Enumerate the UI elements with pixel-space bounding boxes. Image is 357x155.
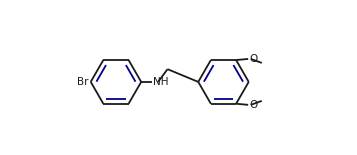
Text: O: O [249, 100, 257, 110]
Text: O: O [249, 54, 257, 64]
Text: Br: Br [77, 77, 89, 87]
Text: NH: NH [153, 77, 169, 87]
